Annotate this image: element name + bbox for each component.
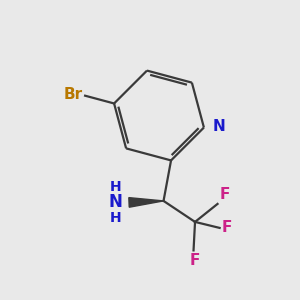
Text: F: F	[222, 220, 232, 235]
Text: H: H	[110, 180, 121, 194]
Text: N: N	[109, 194, 122, 211]
Polygon shape	[129, 198, 164, 207]
Text: F: F	[190, 253, 200, 268]
Text: N: N	[212, 119, 225, 134]
Text: H: H	[110, 212, 121, 225]
Text: Br: Br	[64, 87, 83, 102]
Text: F: F	[220, 188, 230, 202]
